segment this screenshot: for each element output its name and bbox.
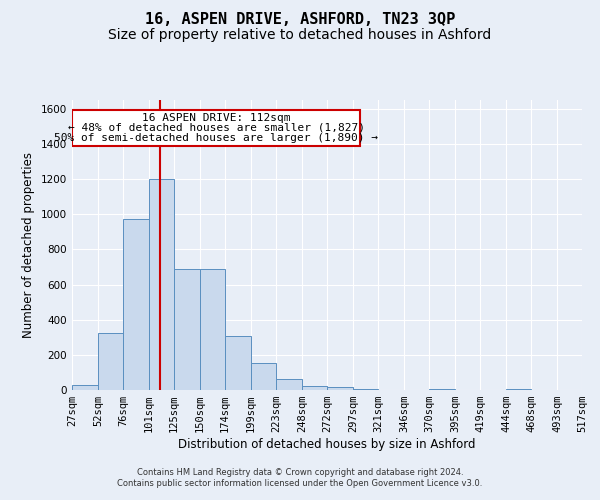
Bar [174,268,200,390]
Bar [353,389,378,390]
Bar [327,388,353,390]
Bar [149,179,174,390]
FancyBboxPatch shape [72,110,360,146]
Bar [302,386,327,390]
Text: ← 48% of detached houses are smaller (1,827): ← 48% of detached houses are smaller (1,… [68,122,365,132]
Bar [276,378,302,390]
Bar [429,389,455,390]
Text: 50% of semi-detached houses are larger (1,890) →: 50% of semi-detached houses are larger (… [54,133,378,143]
Text: Size of property relative to detached houses in Ashford: Size of property relative to detached ho… [109,28,491,42]
Bar [123,218,149,390]
Text: Contains HM Land Registry data © Crown copyright and database right 2024.
Contai: Contains HM Land Registry data © Crown c… [118,468,482,487]
X-axis label: Distribution of detached houses by size in Ashford: Distribution of detached houses by size … [178,438,476,451]
Text: 16 ASPEN DRIVE: 112sqm: 16 ASPEN DRIVE: 112sqm [142,112,290,122]
Text: 16, ASPEN DRIVE, ASHFORD, TN23 3QP: 16, ASPEN DRIVE, ASHFORD, TN23 3QP [145,12,455,28]
Bar [251,363,276,390]
Bar [72,384,98,390]
Y-axis label: Number of detached properties: Number of detached properties [22,152,35,338]
Bar [225,336,251,390]
Bar [506,389,531,390]
Bar [98,333,123,390]
Bar [200,268,225,390]
